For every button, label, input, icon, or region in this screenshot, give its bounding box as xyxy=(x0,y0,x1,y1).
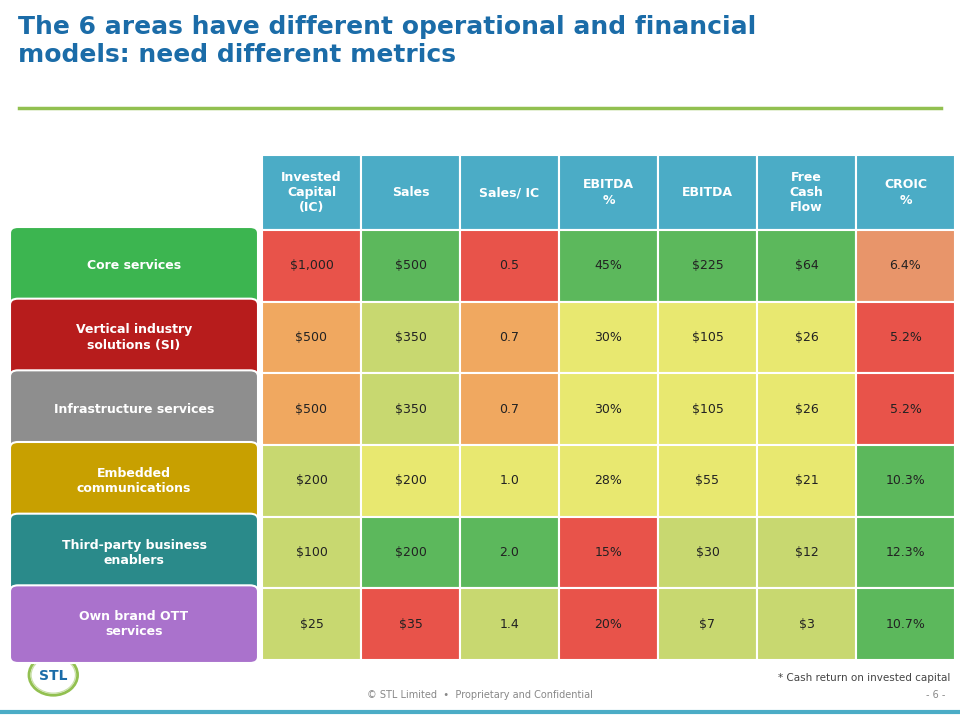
Text: $105: $105 xyxy=(691,402,724,415)
Text: Embedded
communications: Embedded communications xyxy=(77,467,191,495)
Text: $55: $55 xyxy=(695,474,719,487)
Text: © STL Limited  •  Proprietary and Confidential: © STL Limited • Proprietary and Confiden… xyxy=(367,690,593,700)
Text: $500: $500 xyxy=(296,402,327,415)
Text: - 6 -: - 6 - xyxy=(925,690,945,700)
Text: Infrastructure services: Infrastructure services xyxy=(54,402,214,415)
Text: * Cash return on invested capital: * Cash return on invested capital xyxy=(778,673,950,683)
Text: 45%: 45% xyxy=(594,259,622,272)
Text: $500: $500 xyxy=(395,259,426,272)
Text: 30%: 30% xyxy=(594,402,622,415)
Text: $100: $100 xyxy=(296,546,327,559)
Text: EBITDA
%: EBITDA % xyxy=(583,179,634,207)
Text: STL: STL xyxy=(39,669,67,683)
Text: $105: $105 xyxy=(691,331,724,344)
Text: $350: $350 xyxy=(395,331,426,344)
Text: Sales/ IC: Sales/ IC xyxy=(479,186,540,199)
Text: $500: $500 xyxy=(296,331,327,344)
Text: $200: $200 xyxy=(395,546,426,559)
Text: Sales: Sales xyxy=(392,186,429,199)
Text: EBITDA: EBITDA xyxy=(682,186,733,199)
Text: $200: $200 xyxy=(296,474,327,487)
Text: 5.2%: 5.2% xyxy=(890,402,922,415)
Text: 0.7: 0.7 xyxy=(499,331,519,344)
Text: $26: $26 xyxy=(795,402,818,415)
Text: 10.3%: 10.3% xyxy=(886,474,925,487)
Text: $200: $200 xyxy=(395,474,426,487)
Text: CROIC
%: CROIC % xyxy=(884,179,927,207)
Text: 15%: 15% xyxy=(594,546,622,559)
Text: 20%: 20% xyxy=(594,618,622,631)
Text: The 6 areas have different operational and financial
models: need different metr: The 6 areas have different operational a… xyxy=(18,15,756,67)
Text: 0.5: 0.5 xyxy=(499,259,519,272)
Text: $350: $350 xyxy=(395,402,426,415)
Text: $21: $21 xyxy=(795,474,818,487)
Text: 1.4: 1.4 xyxy=(499,618,519,631)
Text: $25: $25 xyxy=(300,618,324,631)
Text: $12: $12 xyxy=(795,546,818,559)
Text: 28%: 28% xyxy=(594,474,622,487)
Text: $225: $225 xyxy=(691,259,724,272)
Text: $7: $7 xyxy=(700,618,715,631)
Text: 1.0: 1.0 xyxy=(499,474,519,487)
Text: $35: $35 xyxy=(398,618,422,631)
Text: $26: $26 xyxy=(795,331,818,344)
Text: $64: $64 xyxy=(795,259,818,272)
Text: Third-party business
enablers: Third-party business enablers xyxy=(61,539,206,567)
Text: 10.7%: 10.7% xyxy=(885,618,925,631)
Text: 12.3%: 12.3% xyxy=(886,546,925,559)
Text: Core services: Core services xyxy=(87,259,181,272)
Text: 6.4%: 6.4% xyxy=(890,259,922,272)
Text: Own brand OTT
services: Own brand OTT services xyxy=(80,610,188,638)
Text: Free
Cash
Flow: Free Cash Flow xyxy=(789,171,824,214)
Text: 30%: 30% xyxy=(594,331,622,344)
Text: $30: $30 xyxy=(696,546,719,559)
Text: 0.7: 0.7 xyxy=(499,402,519,415)
Text: Vertical industry
solutions (SI): Vertical industry solutions (SI) xyxy=(76,323,192,351)
Text: $1,000: $1,000 xyxy=(290,259,333,272)
Text: $3: $3 xyxy=(799,618,814,631)
Text: Invested
Capital
(IC): Invested Capital (IC) xyxy=(281,171,342,214)
Text: 2.0: 2.0 xyxy=(499,546,519,559)
Text: 5.2%: 5.2% xyxy=(890,331,922,344)
